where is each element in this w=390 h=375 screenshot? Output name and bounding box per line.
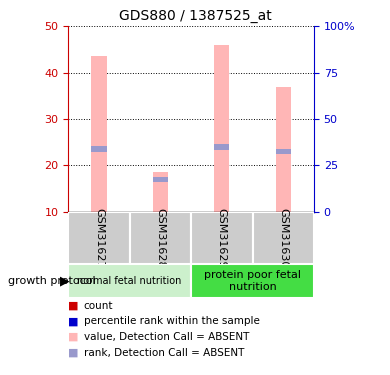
Bar bbox=[153, 177, 168, 182]
Text: value, Detection Call = ABSENT: value, Detection Call = ABSENT bbox=[84, 332, 249, 342]
Bar bbox=[214, 45, 229, 212]
Text: percentile rank within the sample: percentile rank within the sample bbox=[84, 316, 260, 326]
Text: ■: ■ bbox=[68, 348, 79, 358]
Bar bbox=[91, 147, 106, 152]
Text: ■: ■ bbox=[68, 301, 79, 310]
Text: ▶: ▶ bbox=[60, 275, 69, 288]
Text: rank, Detection Call = ABSENT: rank, Detection Call = ABSENT bbox=[84, 348, 244, 358]
Text: count: count bbox=[84, 301, 113, 310]
Bar bbox=[276, 87, 291, 212]
Text: GSM31629: GSM31629 bbox=[217, 208, 227, 268]
Bar bbox=[214, 144, 229, 150]
Bar bbox=[68, 264, 191, 298]
Text: growth protocol: growth protocol bbox=[8, 276, 96, 286]
Text: normal fetal nutrition: normal fetal nutrition bbox=[78, 276, 182, 286]
Bar bbox=[191, 212, 253, 264]
Bar bbox=[276, 149, 291, 154]
Text: protein poor fetal
nutrition: protein poor fetal nutrition bbox=[204, 270, 301, 292]
Text: GSM31630: GSM31630 bbox=[278, 208, 288, 268]
Bar bbox=[91, 56, 106, 212]
Text: ■: ■ bbox=[68, 316, 79, 326]
Bar bbox=[153, 172, 168, 212]
Text: ■: ■ bbox=[68, 332, 79, 342]
Bar bbox=[191, 264, 314, 298]
Bar bbox=[68, 212, 129, 264]
Text: GSM31628: GSM31628 bbox=[155, 208, 165, 268]
Bar bbox=[129, 212, 191, 264]
Text: GDS880 / 1387525_at: GDS880 / 1387525_at bbox=[119, 9, 271, 23]
Text: GSM31627: GSM31627 bbox=[94, 208, 104, 268]
Bar bbox=[253, 212, 314, 264]
